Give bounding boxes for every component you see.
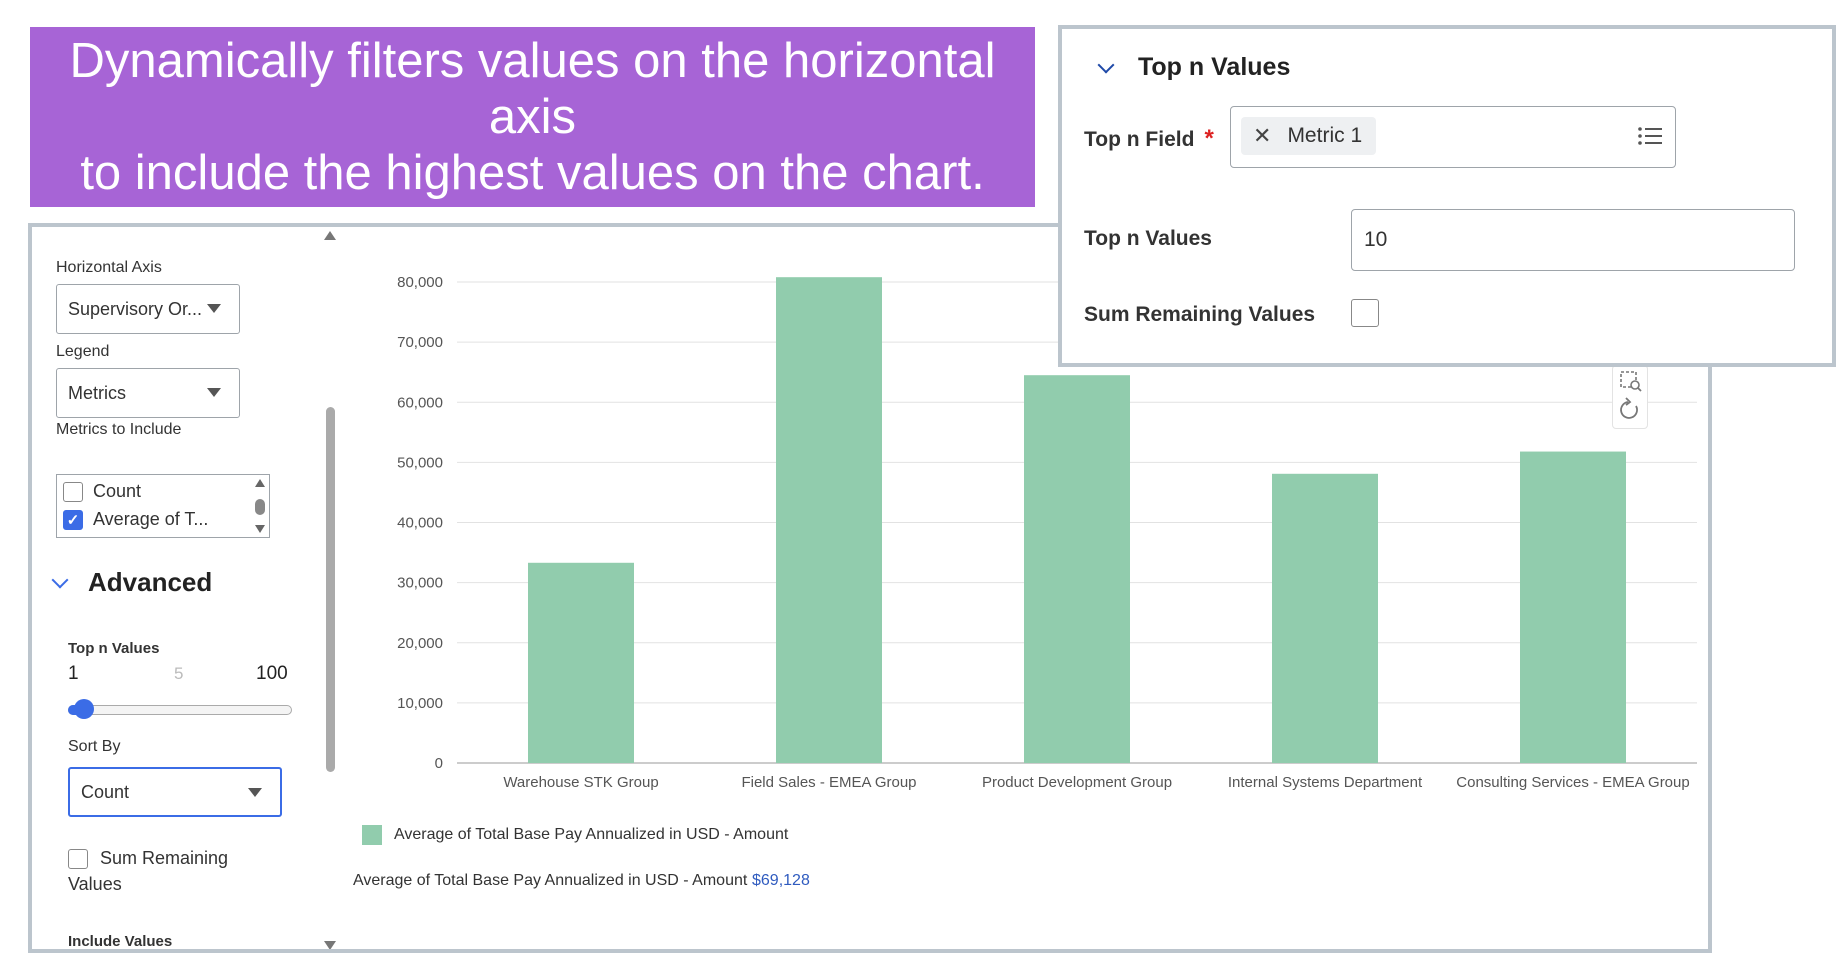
scroll-thumb[interactable]: [326, 407, 335, 772]
metric-item-average[interactable]: ✓ Average of T...: [63, 509, 208, 530]
legend-swatch: [362, 825, 382, 845]
metric-label: Average of T...: [93, 509, 209, 529]
bar: [528, 562, 634, 763]
info-banner: Dynamically filters values on the horizo…: [30, 27, 1035, 207]
range-max: 100: [256, 663, 288, 684]
chart-toolbar: [1612, 365, 1648, 429]
horizontal-axis-select[interactable]: Supervisory Or...: [56, 284, 240, 334]
chevron-down-icon: [51, 571, 69, 588]
horizontal-axis-label: Horizontal Axis: [56, 259, 162, 276]
chevron-down-icon: [1097, 56, 1115, 73]
top-n-values-value: 10: [1364, 228, 1388, 251]
x-tick-label: Product Development Group: [982, 774, 1172, 791]
banner-line-1: Dynamically filters values on the horizo…: [69, 34, 996, 144]
scroll-down-icon[interactable]: [324, 941, 336, 949]
banner-line-2: to include the highest values on the cha…: [80, 146, 985, 200]
x-tick-label: Field Sales - EMEA Group: [741, 774, 916, 791]
checkbox-count[interactable]: [63, 481, 83, 502]
top-n-values-input[interactable]: 10: [1351, 209, 1795, 271]
x-tick-label: Internal Systems Department: [1228, 774, 1423, 791]
legend-label: Legend: [56, 343, 110, 360]
banner-text: Dynamically filters values on the horizo…: [30, 33, 1035, 201]
include-values-label: Include Values: [68, 933, 173, 950]
sum-remaining-option[interactable]: Sum Remaining: [68, 848, 228, 871]
y-tick-label: 10,000: [397, 695, 443, 712]
top-n-label: Top n Values: [68, 640, 160, 657]
legend-label: Average of Total Base Pay Annualized in …: [394, 826, 789, 843]
advanced-title: Advanced: [88, 567, 213, 597]
sum-remaining-line-1: Sum Remaining: [100, 848, 229, 868]
y-tick-label: 70,000: [397, 334, 443, 351]
bar: [1272, 473, 1378, 763]
y-tick-label: 80,000: [397, 274, 443, 291]
bar: [776, 277, 882, 763]
scroll-up-icon[interactable]: [324, 231, 336, 240]
scroll-down-icon[interactable]: [255, 525, 265, 533]
chart-tools: [1620, 371, 1642, 419]
top-n-field-label: Top n Field *: [1084, 125, 1214, 153]
top-n-slider-thumb[interactable]: [74, 699, 94, 719]
sum-remaining-line-2: Values: [68, 874, 122, 894]
x-tick-label: Consulting Services - EMEA Group: [1456, 774, 1689, 791]
chart-legend: Average of Total Base Pay Annualized in …: [362, 825, 788, 845]
sum-remaining-values-checkbox[interactable]: [1351, 299, 1379, 327]
metrics-list: Count ✓ Average of T...: [56, 474, 270, 538]
close-icon[interactable]: ✕: [1253, 123, 1272, 148]
sort-by-label: Sort By: [68, 738, 121, 755]
y-tick-label: 60,000: [397, 394, 443, 411]
summary-value[interactable]: $69,128: [752, 872, 810, 889]
y-tick-label: 20,000: [397, 635, 443, 652]
top-n-slider-track[interactable]: [68, 705, 292, 715]
list-icon[interactable]: [1637, 125, 1663, 147]
checkmark-icon: ✓: [66, 511, 80, 529]
sum-remaining-values-label: Sum Remaining Values: [1084, 303, 1316, 326]
top-n-title: Top n Values: [1138, 53, 1291, 81]
metrics-scrollbar[interactable]: [254, 479, 266, 535]
metric-chip: ✕ Metric 1: [1241, 117, 1377, 155]
legend-select[interactable]: Metrics: [56, 368, 240, 418]
y-tick-label: 50,000: [397, 454, 443, 471]
scroll-up-icon[interactable]: [255, 479, 265, 487]
settings-scrollbar[interactable]: [322, 227, 340, 949]
sum-remaining-checkbox[interactable]: [68, 849, 88, 869]
y-tick-label: 40,000: [397, 515, 443, 532]
sum-remaining-label: Sum Remaining: [100, 845, 228, 871]
bar: [1024, 375, 1130, 763]
top-n-field-label-text: Top n Field: [1084, 128, 1195, 151]
chip-label: Metric 1: [1287, 124, 1363, 147]
range-mid: 5: [174, 664, 184, 683]
summary-label: Average of Total Base Pay Annualized in …: [353, 872, 748, 889]
metrics-label: Metrics to Include: [56, 421, 182, 438]
caret-down-icon: [248, 788, 262, 797]
sort-by-select[interactable]: Count: [68, 767, 282, 817]
reset-icon[interactable]: [1620, 397, 1638, 419]
legend-value: Metrics: [68, 382, 126, 403]
top-n-section-toggle[interactable]: Top n Values: [1097, 53, 1291, 82]
advanced-section-toggle[interactable]: Advanced: [51, 567, 213, 598]
top-n-values-panel: Top n Values Top n Field * ✕ Metric 1 Top…: [1058, 25, 1836, 367]
settings-panel: Horizontal Axis Supervisory Or... Legend…: [32, 227, 342, 949]
metric-label: Count: [93, 481, 142, 501]
y-tick-label: 0: [435, 755, 443, 772]
y-tick-label: 30,000: [397, 575, 443, 592]
bar: [1520, 451, 1626, 763]
x-tick-label: Warehouse STK Group: [503, 774, 658, 791]
horizontal-axis-value: Supervisory Or...: [68, 298, 203, 319]
checkbox-average[interactable]: ✓: [63, 509, 83, 530]
range-min: 1: [68, 663, 79, 684]
top-n-values-label: Top n Values: [1084, 227, 1212, 250]
sort-by-value: Count: [81, 781, 130, 802]
metric-item-count[interactable]: Count: [63, 481, 141, 502]
required-mark: *: [1204, 125, 1214, 152]
caret-down-icon: [207, 388, 221, 397]
scroll-thumb[interactable]: [255, 499, 265, 515]
top-n-field-input[interactable]: ✕ Metric 1: [1230, 106, 1676, 168]
caret-down-icon: [207, 304, 221, 313]
zoom-select-icon[interactable]: [1620, 371, 1642, 392]
